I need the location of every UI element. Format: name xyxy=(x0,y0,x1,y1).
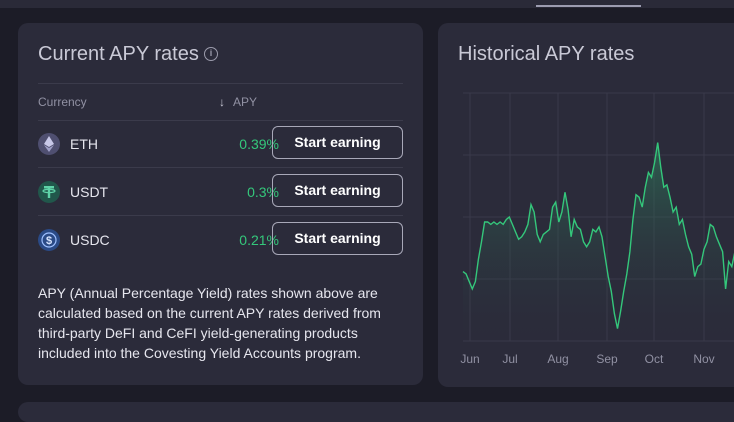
divider xyxy=(38,120,403,121)
usdc-icon: $ xyxy=(38,229,60,251)
x-tick-label: Nov xyxy=(693,352,714,366)
apy-description: APY (Annual Percentage Yield) rates show… xyxy=(38,285,381,361)
x-tick-label: Aug xyxy=(547,352,568,366)
table-row: ETH 0.39% Start earning xyxy=(38,122,403,170)
apy-value: 0.39% xyxy=(239,136,279,152)
x-tick-label: Sep xyxy=(596,352,618,366)
series-line xyxy=(462,142,734,329)
currency-name: USDT xyxy=(70,184,109,200)
apy-value: 0.3% xyxy=(247,184,279,200)
currency-name: USDC xyxy=(70,232,110,248)
active-tab-indicator xyxy=(536,5,641,7)
start-earning-button[interactable]: Start earning xyxy=(272,174,403,207)
card-title: Historical APY rates xyxy=(458,43,635,65)
historical-apy-chart: Jun Jul Aug Sep Oct Nov xyxy=(460,92,734,366)
column-header-apy-label: APY xyxy=(233,95,258,109)
svg-text:$: $ xyxy=(46,235,52,247)
x-tick-label: Jun xyxy=(460,352,479,366)
start-earning-button[interactable]: Start earning xyxy=(272,222,403,255)
column-header-currency: Currency xyxy=(38,95,87,109)
top-nav-bar xyxy=(0,0,734,8)
start-earning-button[interactable]: Start earning xyxy=(272,126,403,159)
info-icon[interactable]: i xyxy=(204,47,218,61)
divider xyxy=(38,83,403,84)
apy-value: 0.21% xyxy=(239,232,279,248)
series-area xyxy=(463,142,734,341)
currency-name: ETH xyxy=(70,136,98,152)
card-title: Current APY rates xyxy=(38,43,199,65)
sort-arrow-down-icon: ↓ xyxy=(219,95,225,109)
x-tick-label: Jul xyxy=(502,352,517,366)
bottom-card xyxy=(18,402,734,422)
current-apy-card: Current APY rates i Currency ↓ APY ETH 0.… xyxy=(18,23,423,385)
usdt-icon xyxy=(38,181,60,203)
column-header-apy[interactable]: ↓ APY xyxy=(219,95,257,109)
table-row: USDT 0.3% Start earning xyxy=(38,170,403,218)
eth-icon xyxy=(38,133,60,155)
divider xyxy=(38,167,403,168)
table-row: $ USDC 0.21% Start earning xyxy=(38,218,403,266)
x-tick-label: Oct xyxy=(645,352,664,366)
divider xyxy=(38,215,403,216)
historical-apy-card: Historical APY rates Jun Jul Aug Sep Oct Nov xyxy=(438,23,734,387)
